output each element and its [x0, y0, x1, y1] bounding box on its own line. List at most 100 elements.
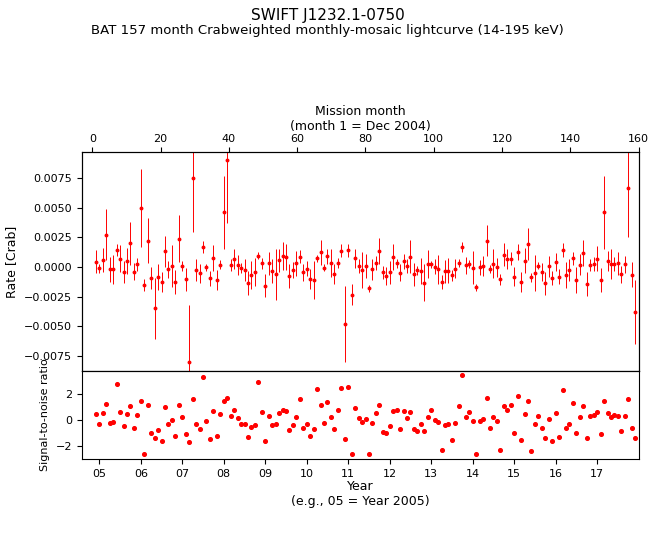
Point	[557, 386, 568, 394]
Point	[166, 415, 177, 424]
Point	[547, 437, 557, 446]
Point	[115, 408, 125, 416]
Point	[309, 425, 319, 433]
Point	[184, 437, 195, 446]
Point	[603, 409, 613, 418]
Point	[460, 413, 471, 422]
Point	[398, 406, 409, 415]
Point	[568, 399, 578, 408]
Point	[333, 406, 343, 415]
Point	[409, 425, 419, 433]
Point	[298, 424, 309, 432]
Point	[612, 412, 623, 420]
Point	[443, 420, 454, 428]
Point	[222, 394, 233, 402]
Y-axis label: Signal-to-noise ratio: Signal-to-noise ratio	[40, 358, 50, 471]
Point	[212, 432, 222, 441]
Point	[208, 407, 219, 416]
Point	[132, 411, 143, 419]
Point	[236, 419, 246, 428]
Point	[381, 428, 392, 437]
Point	[174, 400, 184, 409]
Point	[326, 412, 336, 421]
Point	[195, 425, 205, 433]
Point	[626, 424, 637, 432]
Y-axis label: Rate [Crab]: Rate [Crab]	[5, 225, 18, 298]
Point	[149, 433, 160, 442]
Point	[623, 395, 633, 403]
Point	[595, 430, 606, 439]
Point	[122, 410, 132, 419]
Point	[426, 406, 436, 414]
Point	[471, 450, 481, 458]
Point	[592, 407, 603, 416]
Point	[263, 412, 274, 421]
Point	[353, 414, 364, 423]
Point	[402, 414, 412, 422]
Point	[243, 433, 253, 441]
Point	[564, 420, 574, 428]
Point	[305, 431, 316, 440]
Point	[405, 408, 416, 416]
Point	[128, 424, 139, 432]
Point	[481, 394, 492, 402]
Point	[492, 416, 502, 425]
Point	[488, 413, 498, 421]
Point	[377, 427, 388, 436]
Point	[260, 437, 271, 445]
Point	[94, 420, 105, 428]
Point	[267, 420, 278, 429]
Point	[90, 410, 101, 419]
Point	[181, 430, 191, 438]
Point	[312, 384, 322, 393]
Point	[512, 392, 523, 400]
Point	[315, 401, 326, 409]
Text: SWIFT J1232.1-0750: SWIFT J1232.1-0750	[251, 8, 404, 23]
Point	[163, 420, 174, 428]
Point	[574, 413, 585, 421]
Point	[291, 412, 301, 421]
Point	[457, 371, 468, 380]
Point	[119, 421, 129, 430]
Point	[495, 445, 506, 454]
Point	[219, 397, 229, 406]
Point	[205, 435, 215, 444]
X-axis label: Year
(e.g., 05 = Year 2005): Year (e.g., 05 = Year 2005)	[291, 480, 430, 508]
Point	[430, 416, 440, 425]
Point	[582, 434, 592, 443]
Point	[526, 447, 536, 456]
Text: BAT 157 month Crabweighted monthly-mosaic lightcurve (14-195 keV): BAT 157 month Crabweighted monthly-mosai…	[91, 24, 564, 37]
Point	[233, 413, 243, 422]
Point	[146, 428, 157, 437]
Point	[585, 412, 595, 420]
Point	[160, 403, 170, 412]
Point	[257, 407, 267, 416]
Point	[153, 426, 163, 434]
Point	[253, 377, 263, 386]
Point	[422, 413, 433, 421]
Point	[506, 400, 516, 409]
Point	[319, 419, 329, 427]
Point	[357, 418, 367, 427]
Point	[284, 425, 295, 434]
Point	[101, 400, 111, 408]
Point	[111, 380, 122, 389]
Point	[250, 420, 260, 429]
Point	[239, 420, 250, 428]
Point	[301, 419, 312, 428]
Point	[143, 401, 153, 409]
Point	[187, 395, 198, 403]
Point	[530, 420, 540, 429]
Point	[350, 404, 360, 413]
Point	[108, 418, 119, 427]
Point	[139, 450, 149, 458]
Point	[516, 435, 527, 444]
Point	[104, 418, 115, 427]
Point	[246, 423, 257, 432]
Point	[454, 402, 464, 411]
Point	[523, 397, 533, 406]
Point	[440, 421, 450, 430]
Point	[98, 408, 108, 417]
Point	[609, 411, 620, 420]
Point	[561, 424, 571, 433]
